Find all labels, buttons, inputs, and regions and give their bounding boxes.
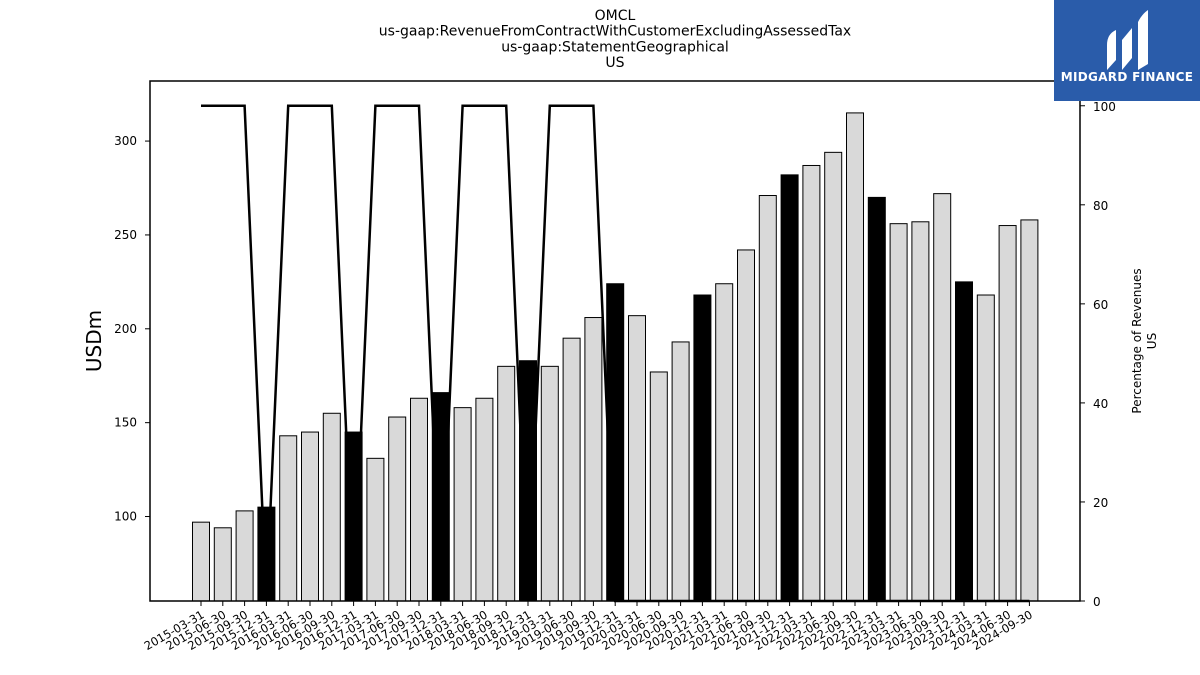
bar <box>780 174 799 602</box>
bar <box>192 521 210 602</box>
logo-stroke-middle <box>1122 28 1132 70</box>
logo-stroke-right <box>1138 10 1148 70</box>
bar <box>584 317 603 602</box>
bar <box>235 510 254 602</box>
chart-title-line: us-gaap:RevenueFromContractWithCustomerE… <box>379 24 851 40</box>
y-tick-label: 300 <box>114 134 137 148</box>
bar <box>998 225 1017 602</box>
y2-tick-label: 40 <box>1093 397 1108 411</box>
bar <box>649 371 668 602</box>
bar <box>693 294 712 602</box>
bar <box>562 337 581 602</box>
bar <box>933 193 952 602</box>
bar <box>867 196 886 602</box>
chart-title-line: us-gaap:StatementGeographical <box>501 39 729 55</box>
bar <box>366 457 385 602</box>
bars-group <box>192 112 1039 602</box>
midgard-finance-logo: MIDGARD FINANCE <box>1054 0 1200 101</box>
bar <box>213 527 232 602</box>
bar <box>388 416 407 602</box>
bar <box>955 281 973 602</box>
y-tick-label: 150 <box>114 416 137 430</box>
bar <box>431 392 450 602</box>
chart-title: OMCLus-gaap:RevenueFromContractWithCusto… <box>379 8 851 71</box>
bar <box>322 412 341 602</box>
y2-axis-label: US <box>1145 333 1159 349</box>
bar <box>846 112 864 602</box>
logo-text: MIDGARD FINANCE <box>1061 70 1193 84</box>
bar <box>497 365 516 602</box>
y-tick-label: 100 <box>114 510 137 524</box>
y2-tick-label: 20 <box>1093 496 1108 510</box>
bar <box>715 283 734 602</box>
bar <box>758 195 777 602</box>
bar <box>976 294 995 602</box>
bar <box>824 151 843 602</box>
bar <box>279 435 298 602</box>
bar <box>301 431 319 602</box>
y-tick-label: 250 <box>114 228 137 242</box>
bar <box>453 407 472 602</box>
bar <box>628 315 646 602</box>
axes-group: 1001502002503000204060801002015-03-31201… <box>82 80 1159 653</box>
bar <box>671 341 690 602</box>
y2-axis-label: Percentage of Revenues <box>1130 268 1144 413</box>
bar <box>1020 219 1039 602</box>
y2-tick-label: 100 <box>1093 100 1116 114</box>
y2-tick-label: 80 <box>1093 199 1108 213</box>
bar <box>889 223 908 602</box>
y-tick-label: 200 <box>114 322 137 336</box>
chart-title-line: US <box>605 55 624 71</box>
midgard-m-logo-icon <box>1107 10 1148 70</box>
bar <box>475 397 494 602</box>
bar <box>802 164 821 602</box>
logo-stroke-left <box>1107 30 1116 70</box>
y2-tick-label: 0 <box>1093 595 1101 609</box>
bar <box>737 249 755 602</box>
bar <box>911 221 930 602</box>
y-axis-label: USDm <box>82 310 106 372</box>
bar <box>540 365 559 602</box>
y2-tick-label: 60 <box>1093 298 1108 312</box>
chart-title-line: OMCL <box>595 8 636 24</box>
bar <box>410 397 428 602</box>
